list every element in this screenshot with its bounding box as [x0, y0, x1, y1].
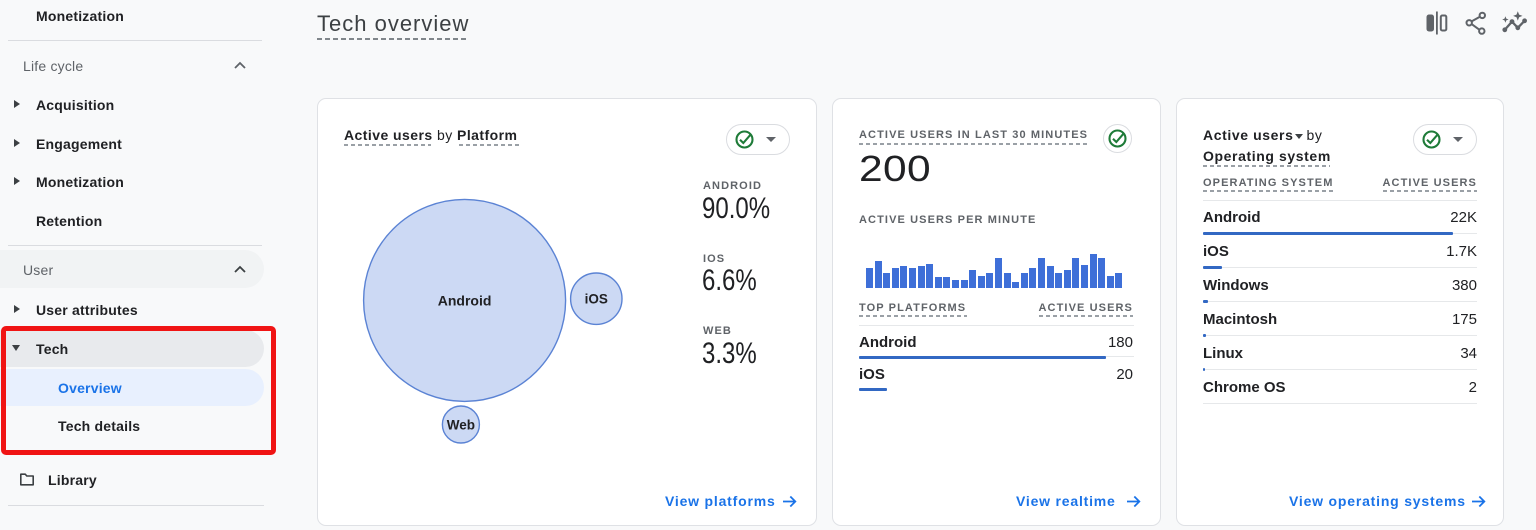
- svg-text:iOS: iOS: [585, 292, 608, 307]
- svg-text:Web: Web: [447, 418, 475, 433]
- svg-text:Android: Android: [438, 292, 492, 308]
